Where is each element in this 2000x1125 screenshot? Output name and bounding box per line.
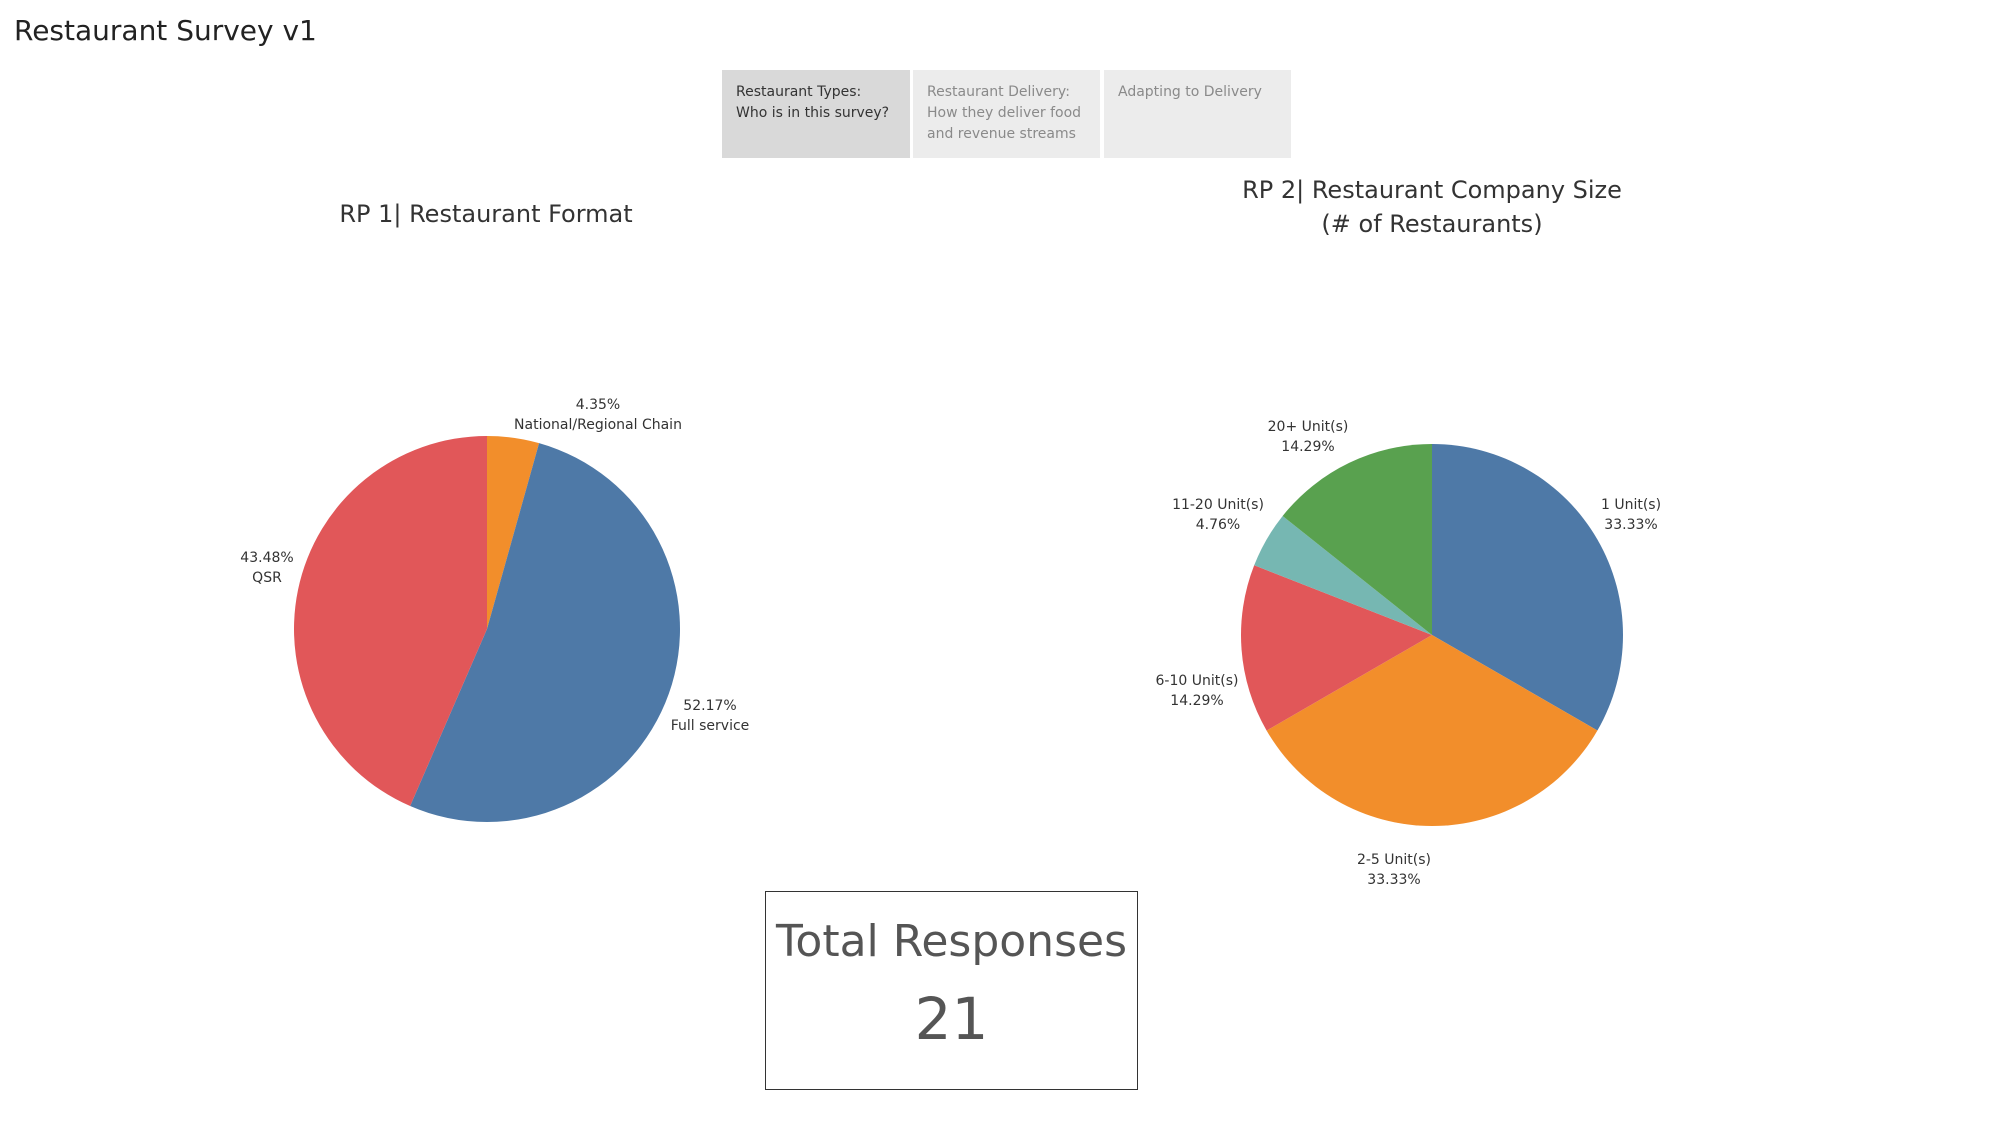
slice-label-text: 11-20 Unit(s) [1172,497,1264,513]
pie-company-size [1241,444,1623,827]
tab-label: Adapting to Delivery [1118,84,1262,100]
slice-label-text: 14.29% [1281,439,1335,455]
slice-label: 52.17% Full service [671,696,750,736]
slice-label-text: 1 Unit(s) [1600,497,1662,513]
slice-label-text: QSR [252,570,282,586]
dashboard-title: Restaurant Survey v1 [14,14,317,47]
tab-restaurant-types[interactable]: Restaurant Types: Who is in this survey? [722,70,910,158]
slice-label-text: 33.33% [1604,517,1658,533]
chart-title-company-size: RP 2| Restaurant Company Size (# of Rest… [1242,173,1622,241]
pie-restaurant-format [293,436,680,822]
tab-restaurant-delivery[interactable]: Restaurant Delivery: How they deliver fo… [913,70,1100,158]
pie-slice[interactable] [1254,515,1432,635]
slice-label-text: 4.76% [1195,517,1241,533]
slice-label: 20+ Unit(s) 14.29% [1268,417,1349,457]
slice-label-text: 33.33% [1367,872,1421,888]
slice-label: 4.35% National/Regional Chain [514,395,682,435]
tab-label: Who is in this survey? [736,105,890,121]
tab-adapting-to-delivery[interactable]: Adapting to Delivery [1104,70,1291,158]
total-responses-label: Total Responses [776,916,1127,967]
chart-title-line: (# of Restaurants) [1321,210,1543,238]
slice-label: 2-5 Unit(s) 33.33% [1357,850,1431,890]
slice-label: 43.48% QSR [240,548,293,588]
tab-label: and revenue streams [927,126,1076,142]
pie-slice[interactable] [1282,444,1432,635]
slice-label: 1 Unit(s) 33.33% [1601,495,1661,535]
pie-slice[interactable] [487,436,540,629]
pie-slice[interactable] [1432,444,1623,731]
slice-label-text: 20+ Unit(s) [1267,419,1349,435]
tab-label: Restaurant Types: [736,84,862,100]
tab-label: How they deliver food [927,105,1082,121]
chart-title-line: RP 2| Restaurant Company Size [1242,176,1622,204]
slice-label-text: 6-10 Unit(s) [1155,673,1239,689]
slice-label-text: Full service [670,718,750,734]
chart-title-restaurant-format: RP 1| Restaurant Format [339,200,633,228]
pie-slice[interactable] [1241,565,1432,731]
pie-slice[interactable] [1266,635,1598,827]
slice-label: 6-10 Unit(s) 14.29% [1156,671,1239,711]
total-responses-value: 21 [914,985,989,1053]
slice-label-text: 4.35% [575,397,621,413]
slice-label-text: 43.48% [240,550,294,566]
slice-label-text: 2-5 Unit(s) [1356,852,1432,868]
slice-label-text: National/Regional Chain [514,417,682,433]
total-responses-card: Total Responses 21 [765,891,1138,1090]
pie-slice[interactable] [293,436,487,807]
slice-label-text: 14.29% [1170,693,1224,709]
slice-label-text: 52.17% [683,698,737,714]
pie-slice[interactable] [410,443,680,822]
tab-label: Restaurant Delivery: [927,84,1070,100]
slice-label: 11-20 Unit(s) 4.76% [1172,495,1264,535]
